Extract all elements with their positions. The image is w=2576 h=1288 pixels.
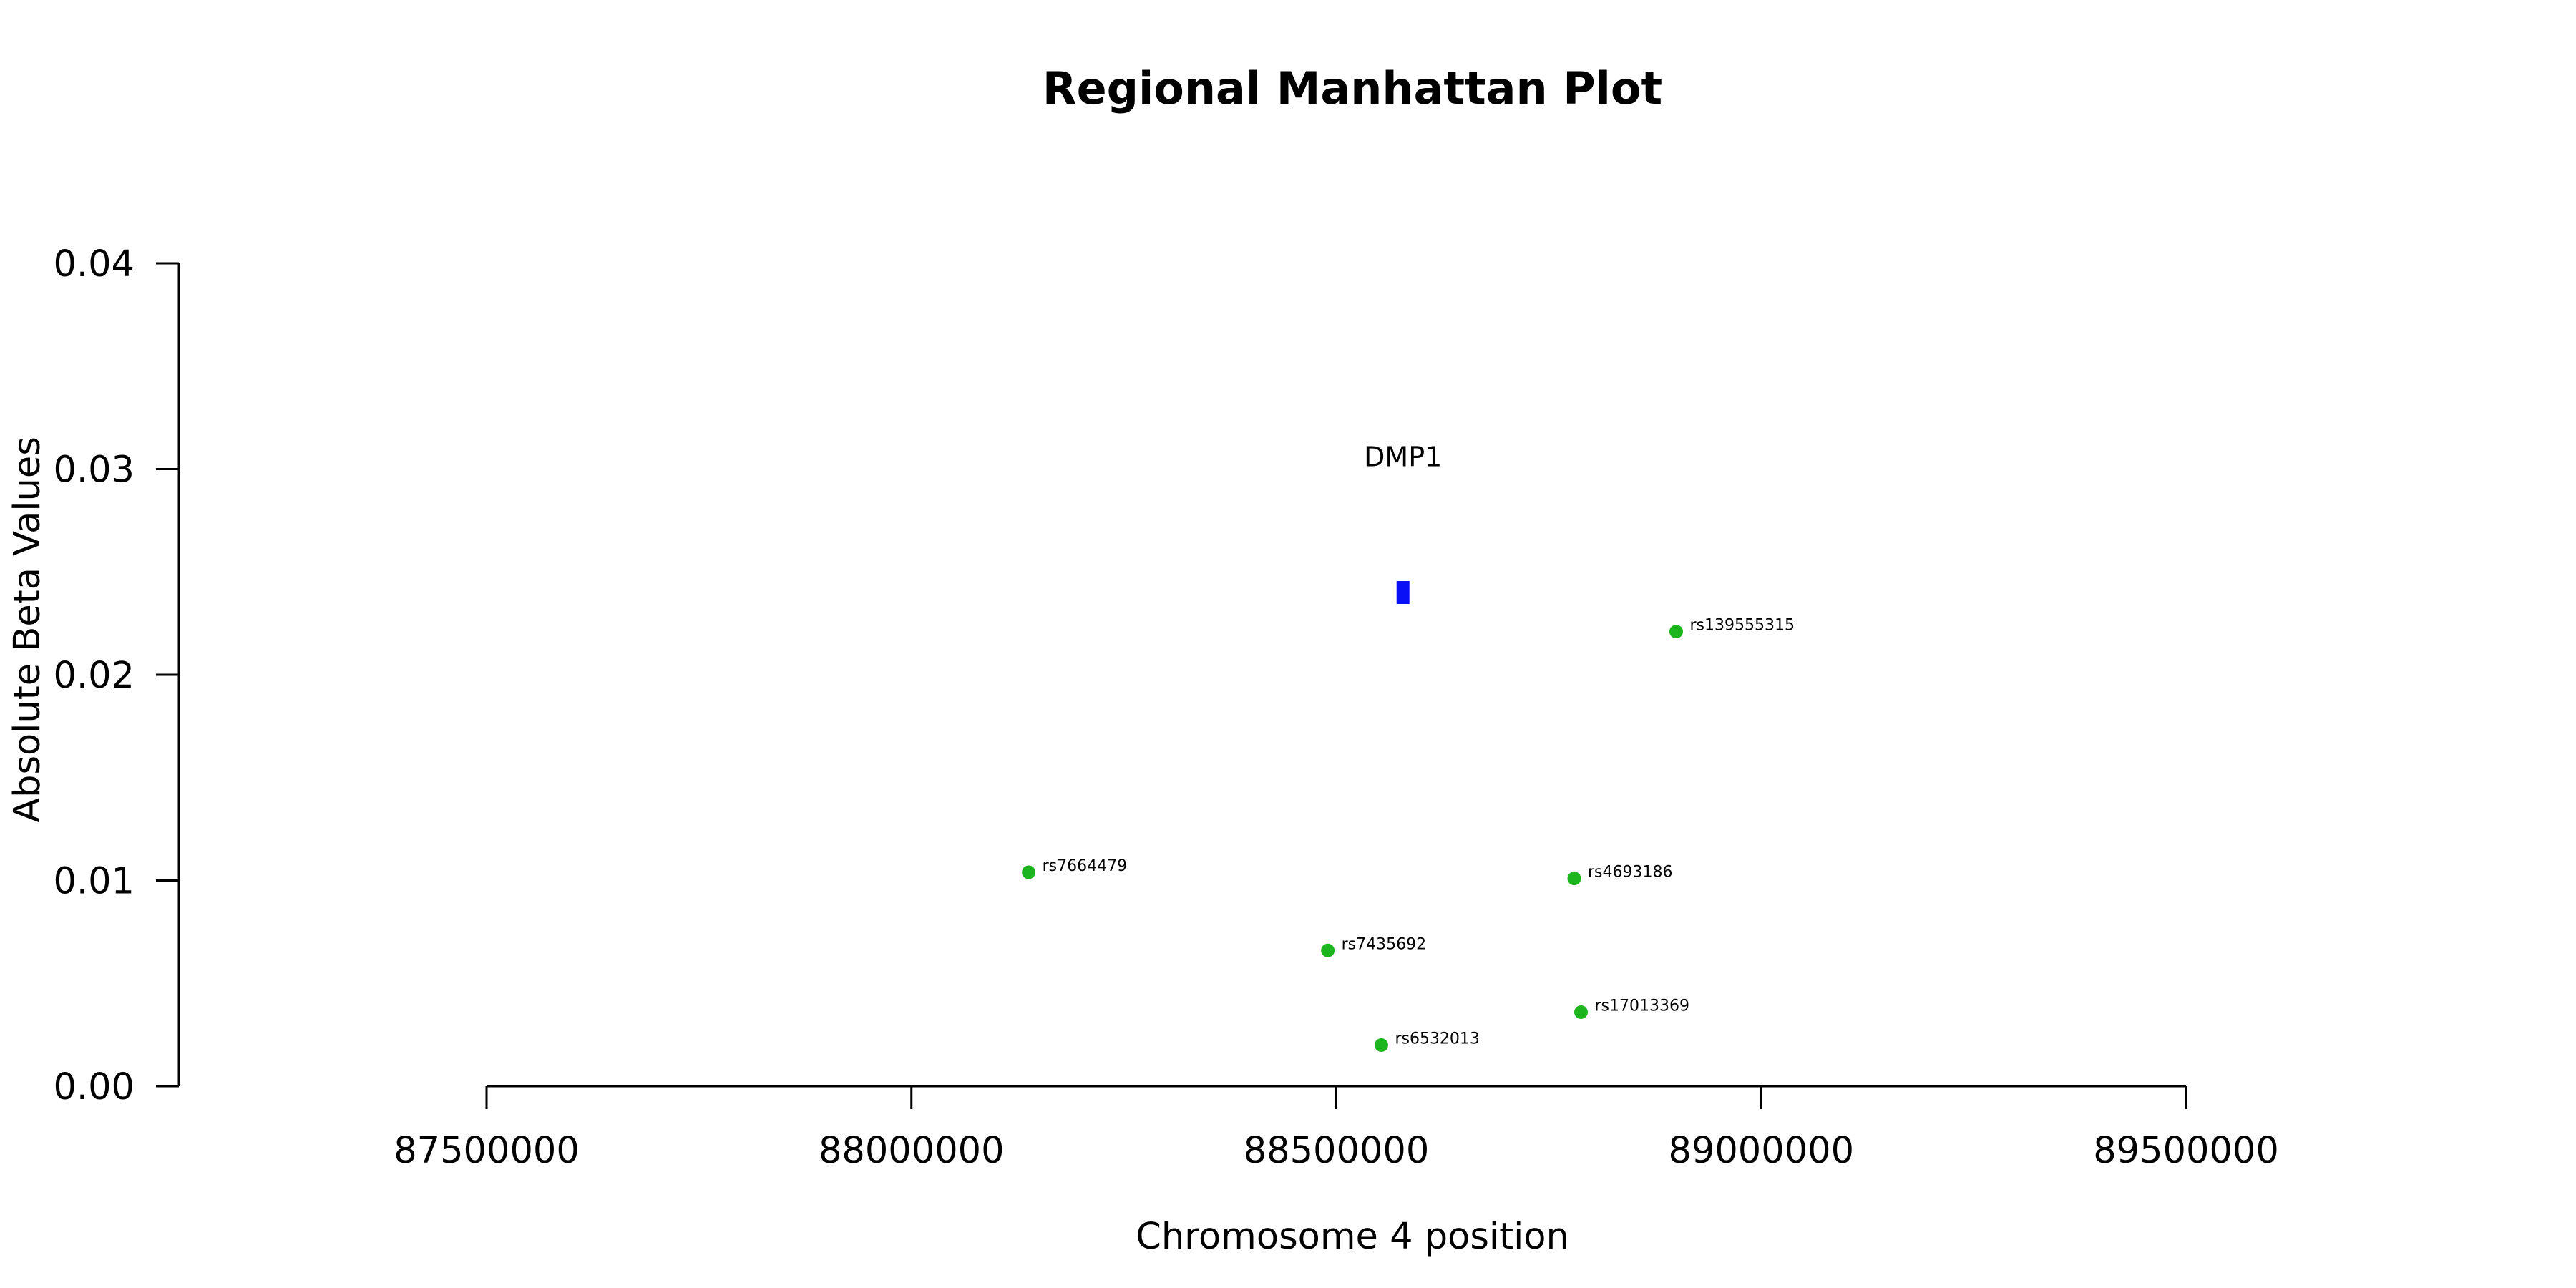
y-axis-label: Absolute Beta Values xyxy=(6,436,49,823)
y-tick-label: 0.03 xyxy=(53,449,135,492)
gene-layer: DMP1 xyxy=(1364,441,1442,604)
x-tick-label: 88000000 xyxy=(819,1130,1005,1172)
x-tick-label: 88500000 xyxy=(1244,1130,1430,1172)
snp-point xyxy=(1574,1005,1588,1019)
x-tick-label: 89000000 xyxy=(1668,1130,1854,1172)
gene-marker xyxy=(1396,581,1410,604)
snp-label: rs139555315 xyxy=(1690,617,1795,635)
snp-point xyxy=(1374,1038,1388,1052)
chart-title: Regional Manhattan Plot xyxy=(1043,62,1662,114)
x-axis: 87500000 88000000 88500000 89000000 89500000 xyxy=(394,1085,2279,1172)
y-tick-label: 0.01 xyxy=(53,861,135,903)
snp-point xyxy=(1567,872,1581,886)
snp-label: rs7664479 xyxy=(1043,857,1128,875)
snp-point xyxy=(1321,943,1335,957)
x-tick-label: 87500000 xyxy=(394,1130,580,1172)
snp-label: rs7435692 xyxy=(1342,935,1427,953)
snp-label: rs6532013 xyxy=(1395,1030,1480,1048)
x-tick-label: 89500000 xyxy=(2093,1130,2279,1172)
y-tick-label: 0.02 xyxy=(53,655,135,697)
snp-point xyxy=(1022,865,1036,879)
snp-label: rs4693186 xyxy=(1588,864,1673,882)
snp-point xyxy=(1669,625,1683,639)
gene-label: DMP1 xyxy=(1364,441,1442,472)
snp-label: rs17013369 xyxy=(1595,997,1689,1015)
y-axis: 0.00 0.01 0.02 0.03 0.04 xyxy=(53,243,180,1108)
x-axis-label: Chromosome 4 position xyxy=(1136,1216,1569,1258)
y-tick-label: 0.04 xyxy=(53,243,135,286)
points-layer: rs139555315 rs7664479 rs4693186 rs7435692 rs… xyxy=(1022,617,1795,1052)
y-tick-label: 0.00 xyxy=(53,1066,135,1108)
